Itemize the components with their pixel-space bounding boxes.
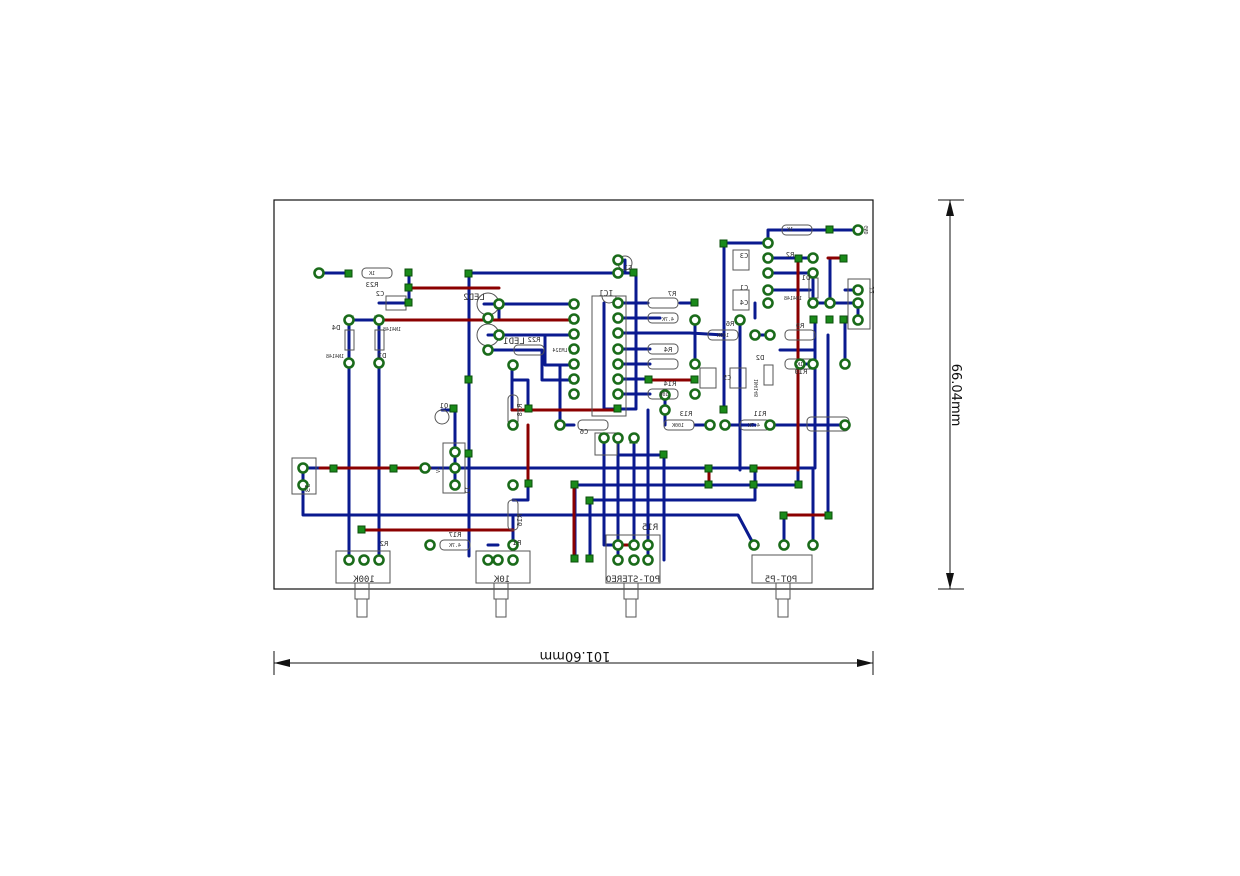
label-r23: R23 [366, 281, 379, 289]
label-c4: C4 [740, 299, 748, 307]
label-r4: R4 [664, 346, 672, 354]
label-d3: D3 [378, 352, 386, 360]
label-d1: D1 [802, 274, 810, 282]
label-c6: C6 [580, 428, 588, 436]
top-layer-traces [318, 256, 847, 562]
bottom-layer-traces [301, 228, 860, 562]
label-r14: R14 [664, 380, 677, 388]
label-c7: C1 [740, 284, 748, 292]
label-r22: R22 [528, 336, 541, 344]
label-r10: R10 [795, 368, 808, 376]
value-r17: 4.7K [449, 543, 461, 549]
value-r7: 4.7K [662, 317, 674, 323]
value-r6: 100K [717, 333, 729, 339]
value-d3: 1N4148 [383, 327, 401, 333]
through-hole-pads [297, 224, 864, 566]
value-d4: 1N4148 [326, 354, 344, 360]
value-d1: 1N4148 [784, 296, 802, 302]
label-vcc: +V [436, 467, 442, 473]
label-r15: R15 [642, 523, 658, 533]
width-dimension: 101.60mm [273, 648, 874, 675]
label-j1: J1 [464, 486, 472, 494]
height-dimension: 66.04mm [938, 199, 964, 590]
value-ic1: LM324 [552, 348, 567, 354]
label-q1: Q1 [440, 402, 448, 410]
value-r10: 1K [797, 362, 803, 368]
label-r2-top: R2 [786, 251, 794, 259]
label-gnd: GND [864, 225, 870, 234]
label-r16: R16 [516, 514, 524, 527]
label-ic1: IC1 [599, 289, 614, 298]
component-labels: R23 1K LED2 LED1 R22 IC1 LM324 D4 D3 1N4… [304, 225, 876, 585]
label-pot-100k: 100K [353, 575, 375, 585]
label-c3: C3 [740, 252, 748, 260]
value-r11: 4.7K [748, 423, 760, 429]
label-led1: LED1 [503, 337, 525, 347]
label-j3: J3 [304, 484, 312, 492]
label-r18: R18 [516, 404, 524, 417]
label-r9: R9 [796, 322, 804, 330]
label-c2: C2 [376, 290, 384, 298]
label-r17: R17 [449, 531, 462, 539]
label-c5: C5 [723, 374, 731, 382]
label-pot-stereo: POT-STEREO [606, 575, 660, 585]
label-r13: R13 [680, 410, 693, 418]
label-r2-pot: R2 [380, 540, 388, 548]
value-d2: 1N4148 [754, 379, 760, 397]
width-dimension-label: 101.60mm [540, 648, 611, 663]
label-r11: R11 [754, 410, 767, 418]
board-outline [273, 199, 874, 590]
value-r13: 100K [672, 423, 684, 429]
label-r6: R6 [726, 320, 734, 328]
label-pot-10k: 10K [493, 575, 510, 585]
value-r23: 1K [369, 271, 375, 277]
label-led2: LED2 [463, 293, 485, 303]
label-d4: D4 [332, 324, 340, 332]
label-c1: C1 [624, 264, 632, 272]
label-r7: R7 [668, 290, 676, 298]
value-r14: 10K [659, 392, 668, 398]
value-r2-top: 1K [787, 227, 793, 233]
label-d2: D2 [756, 354, 764, 362]
label-r1: R1 [513, 539, 521, 547]
label-pot-p5: POT-P5 [765, 575, 798, 585]
height-dimension-label: 66.04mm [948, 364, 963, 427]
label-j2: J2 [869, 286, 876, 294]
